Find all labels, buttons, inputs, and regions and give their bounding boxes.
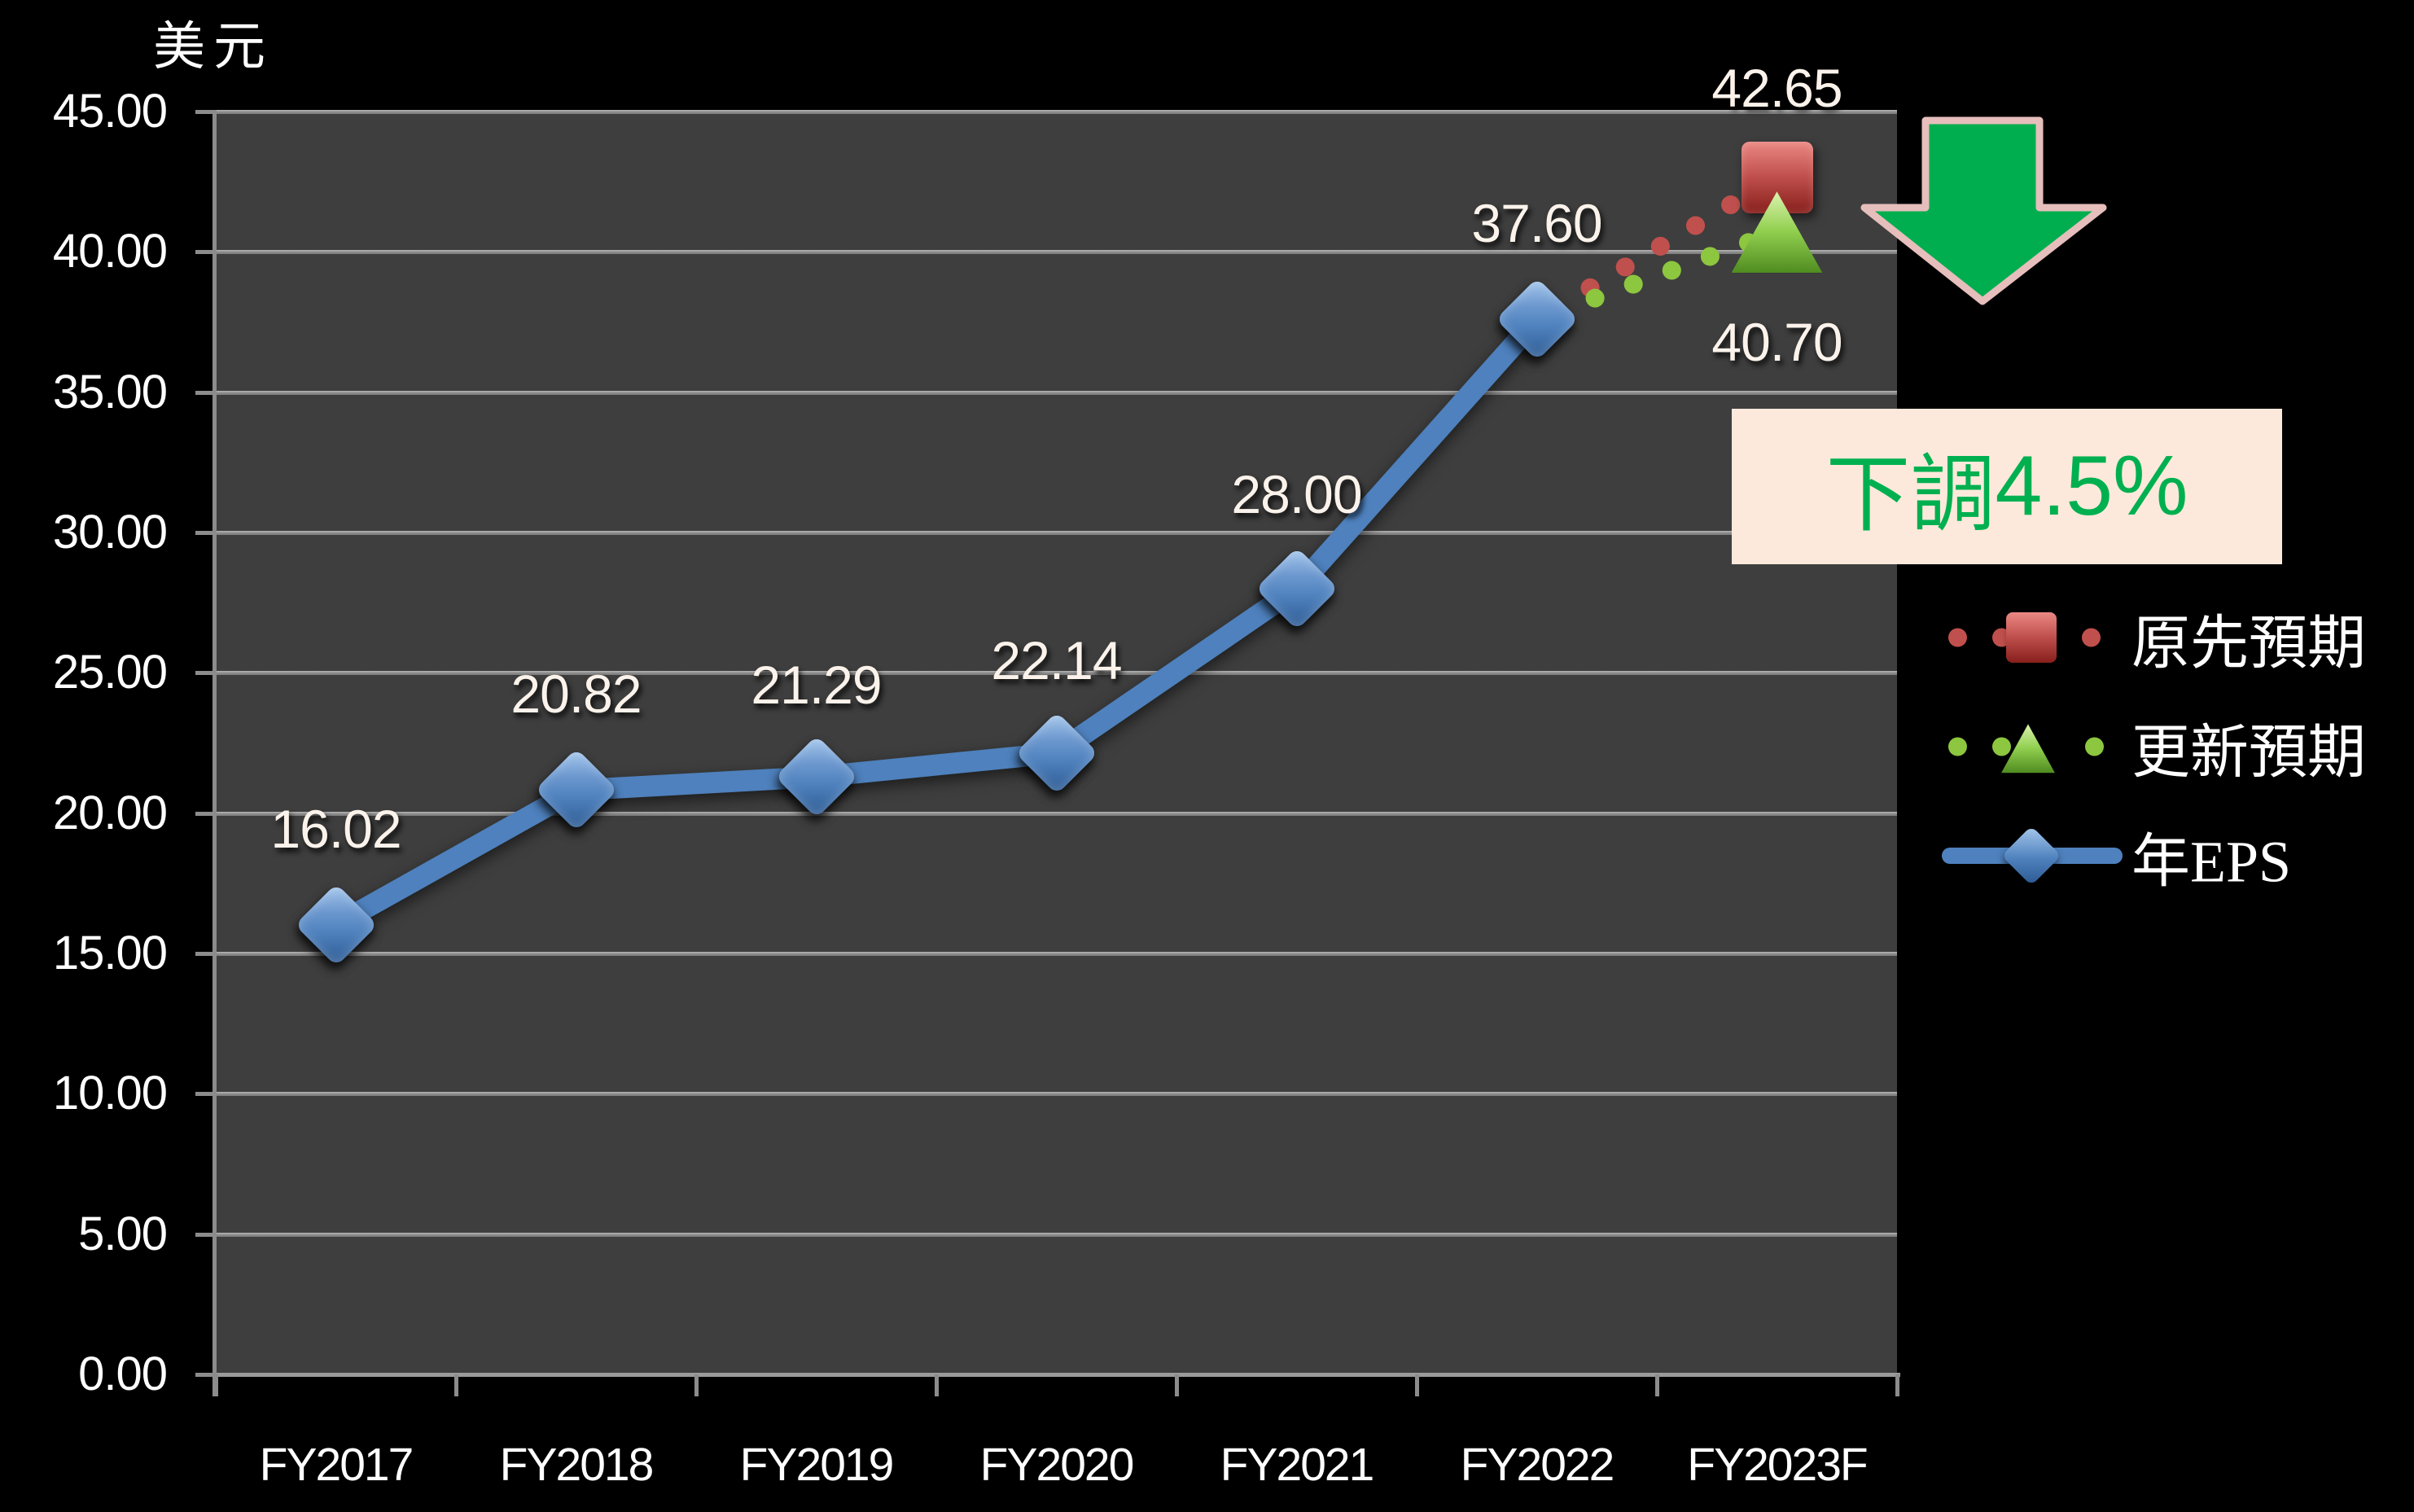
y-axis-tick-label: 35.00 (52, 365, 168, 419)
gridline (216, 952, 1897, 956)
y-axis-tick-label: 25.00 (52, 646, 168, 699)
y-axis-line (212, 112, 217, 1396)
data-point-label: 21.29 (751, 655, 882, 716)
gridline (216, 531, 1897, 535)
x-axis-category-label: FY2019 (739, 1439, 895, 1491)
gridline (216, 1092, 1897, 1097)
x-axis-tick (1655, 1374, 1659, 1396)
y-axis-tick (195, 110, 217, 114)
y-axis-tick (195, 531, 217, 535)
y-axis-tick-label: 5.00 (78, 1207, 168, 1260)
gridline (216, 250, 1897, 255)
gridline (216, 110, 1897, 114)
red-dotted-square-swatch (1942, 583, 2129, 692)
x-axis-tick (454, 1374, 458, 1396)
legend-label: 原先預期 (2131, 611, 2367, 677)
y-axis-tick (195, 1232, 217, 1237)
x-axis-tick (214, 1374, 218, 1396)
green-dotted-triangle-swatch (1942, 692, 2129, 801)
y-axis-tick (195, 671, 217, 676)
downgrade-callout-percent: 4.5% (1995, 439, 2188, 533)
blue-diamond-marker-icon (2001, 826, 2061, 886)
green-dot-icon (1948, 737, 1967, 756)
x-axis-category-label: FY2021 (1220, 1439, 1375, 1491)
x-axis-tick (1175, 1374, 1179, 1396)
red-dot-icon (1948, 628, 1967, 647)
gridline (216, 1232, 1897, 1237)
legend-label: 年EPS (2131, 829, 2292, 895)
downgrade-callout-prefix: 下調 (1825, 449, 1996, 542)
legend-item-original-forecast: 原先預期 (1942, 583, 2410, 692)
green-dot-icon (1992, 737, 2011, 756)
data-point-label: 20.82 (510, 664, 642, 725)
data-point-label: 40.70 (1711, 312, 1842, 373)
data-point-label: 42.65 (1711, 57, 1842, 118)
downgrade-callout-box: 下調 4.5% (1732, 409, 2282, 564)
x-axis-category-label: FY2020 (979, 1439, 1135, 1491)
y-axis-tick-label: 0.00 (78, 1348, 168, 1400)
y-axis-tick (195, 811, 217, 816)
y-axis-tick (195, 1373, 217, 1377)
data-point-label: 28.00 (1231, 463, 1362, 524)
x-axis-category-label: FY2017 (259, 1439, 414, 1491)
y-axis-tick-label: 10.00 (52, 1067, 168, 1120)
y-axis-tick (195, 1092, 217, 1097)
blue-line-diamond-swatch (1942, 801, 2129, 910)
legend-item-updated-forecast: 更新預期 (1942, 692, 2410, 801)
y-axis-tick-label: 40.00 (52, 225, 168, 278)
y-axis-tick-label: 30.00 (52, 506, 168, 559)
down-arrow-icon (1860, 116, 2107, 305)
y-axis-tick (195, 952, 217, 956)
x-axis-category-label: FY2023F (1687, 1439, 1868, 1491)
green-dot-icon (2085, 737, 2104, 756)
data-point-label: 16.02 (270, 798, 401, 859)
y-axis-tick-label: 15.00 (52, 927, 168, 980)
x-axis-category-label: FY2018 (499, 1439, 655, 1491)
red-square-marker-icon (2006, 612, 2057, 663)
y-axis-tick (195, 250, 217, 255)
y-axis-tick-label: 45.00 (52, 85, 168, 138)
x-axis-tick (1415, 1374, 1419, 1396)
red-dot-icon (2082, 628, 2101, 647)
x-axis-tick (694, 1374, 699, 1396)
x-axis-tick (935, 1374, 939, 1396)
data-point-label: 37.60 (1471, 193, 1602, 254)
x-axis-tick (1895, 1374, 1899, 1396)
y-axis-tick-label: 20.00 (52, 786, 168, 839)
data-point-label: 22.14 (991, 629, 1122, 690)
gridline (216, 390, 1897, 395)
legend-label: 更新預期 (2131, 720, 2367, 786)
chart-legend: 原先預期 更新預期 年EPS (1942, 583, 2410, 910)
x-axis-line (195, 1373, 1900, 1377)
y-axis-tick (195, 390, 217, 395)
y-axis-unit-label: 美元 (153, 18, 274, 76)
x-axis-category-label: FY2022 (1460, 1439, 1615, 1491)
legend-item-annual-eps: 年EPS (1942, 801, 2410, 910)
gridline (216, 811, 1897, 816)
